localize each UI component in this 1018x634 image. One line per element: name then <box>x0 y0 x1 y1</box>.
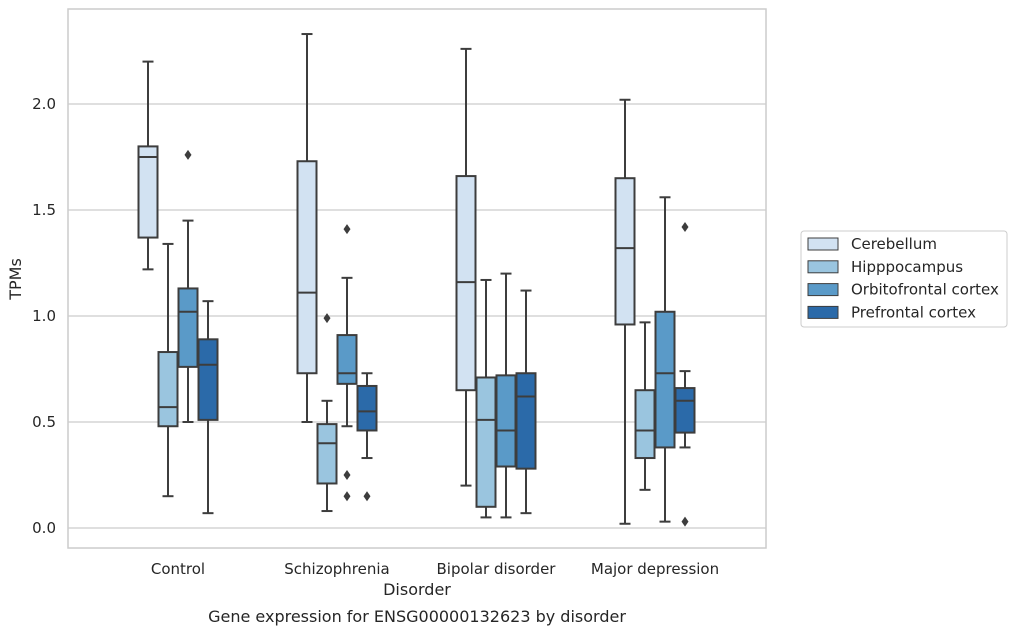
x-tick-labels: Control Schizophrenia Bipolar disorder Majo… <box>151 560 719 578</box>
legend-label: Cerebellum <box>851 235 937 253</box>
legend-swatch <box>807 283 839 297</box>
box-body <box>316 423 338 485</box>
box-body <box>296 160 318 375</box>
legend-swatch <box>807 237 839 251</box>
outlier-point <box>681 516 689 527</box>
box-body <box>654 310 676 449</box>
y-tick-label: 1.0 <box>32 307 56 325</box>
legend-label: Prefrontal cortex <box>851 303 976 321</box>
legend-label: Orbitofrontal cortex <box>851 281 999 299</box>
x-tick-label: Control <box>151 560 205 578</box>
y-tick-label: 2.0 <box>32 95 56 113</box>
box-cerebellum <box>137 60 159 271</box>
x-tick-label: Major depression <box>591 560 719 578</box>
box-body <box>157 351 179 428</box>
y-tick-labels: 0.0 0.5 1.0 1.5 2.0 <box>32 95 56 537</box>
x-tick-label: Schizophrenia <box>284 560 389 578</box>
box-hipppocampus <box>157 242 179 498</box>
box-body <box>674 387 696 434</box>
box-body <box>475 376 497 508</box>
box-prefrontal-cortex <box>197 300 219 515</box>
box-hipppocampus <box>316 313 338 513</box>
outlier-point <box>323 313 331 324</box>
legend-frame <box>800 230 1008 328</box>
x-axis-title: Disorder <box>383 580 451 599</box>
y-axis-title: TPMs <box>6 258 25 301</box>
box-orbitofrontal-cortex <box>336 224 358 502</box>
box-body <box>634 389 656 460</box>
box-cerebellum <box>455 47 477 487</box>
box-body <box>455 175 477 392</box>
y-tick-label: 1.5 <box>32 201 56 219</box>
box-prefrontal-cortex <box>674 221 696 527</box>
box-prefrontal-cortex <box>515 289 537 515</box>
y-tick-label: 0.5 <box>32 413 56 431</box>
legend-swatch <box>807 260 839 274</box>
outlier-point <box>343 470 351 480</box>
box-orbitofrontal-cortex <box>177 149 199 423</box>
box-orbitofrontal-cortex <box>495 272 517 519</box>
boxes <box>137 33 696 527</box>
outlier-point <box>184 149 192 160</box>
y-tick-label: 0.0 <box>32 519 56 537</box>
legend-label: Hipppocampus <box>851 258 963 276</box>
box-body <box>495 374 517 468</box>
box-cerebellum <box>296 33 318 423</box>
outlier-point <box>363 491 371 502</box>
outlier-point <box>681 221 689 232</box>
x-tick-label: Bipolar disorder <box>437 560 557 578</box>
box-cerebellum <box>614 98 636 525</box>
outlier-point <box>343 224 351 235</box>
box-body <box>356 384 378 432</box>
plot-area-frame <box>67 8 767 549</box>
box-body <box>336 334 358 385</box>
box-body <box>614 177 636 326</box>
box-prefrontal-cortex <box>356 372 378 502</box>
chart-caption: Gene expression for ENSG00000132623 by d… <box>208 607 626 626</box>
box-body <box>515 372 537 470</box>
legend-swatch <box>807 305 839 319</box>
box-hipppocampus <box>634 321 656 491</box>
box-orbitofrontal-cortex <box>654 196 676 523</box>
legend: Cerebellum Hipppocampus Orbitofrontal cort… <box>800 230 1008 328</box>
box-body <box>197 338 219 421</box>
box-body <box>177 287 199 368</box>
outlier-point <box>343 491 351 502</box>
box-body <box>137 145 159 239</box>
